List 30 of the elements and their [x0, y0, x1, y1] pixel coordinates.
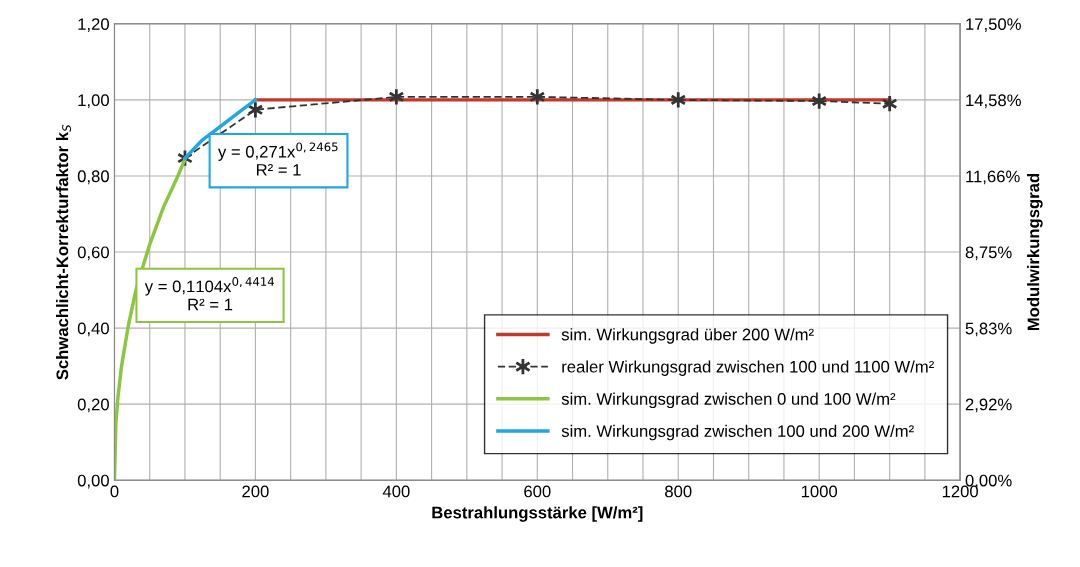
y2-tick-label: 5,83%	[965, 322, 1012, 337]
x-tick-label: 600	[524, 485, 551, 498]
y2-axis-title: Modulwirkungsgrad	[1027, 173, 1043, 331]
x-tick-label: 0	[110, 485, 119, 498]
y-tick-label: 0,00	[77, 474, 109, 489]
y-axis-title: Schwachlicht-Korrekturfaktor k$_{S}$	[56, 124, 71, 380]
point	[670, 90, 687, 109]
legend-label: sim. Wirkungsgrad über 200 W/m²	[561, 328, 814, 344]
x-tick-label: 400	[382, 485, 410, 498]
x-tick-label: 800	[665, 485, 692, 498]
y2-tick-label: 2,92%	[965, 398, 1012, 413]
y-tick-label: 0,60	[77, 246, 109, 261]
y-tick-label: 0,80	[77, 170, 109, 185]
y2-tick-label: 17,50%	[966, 18, 1021, 32]
x-tick-label: 1000	[801, 485, 838, 498]
annotation: y = 0,1104x$^{0,4414}$ R² = 1	[144, 277, 275, 311]
y2-tick-label: 11,66%	[966, 170, 1020, 185]
y-tick-label: 1,00	[78, 94, 109, 109]
x-tick-label: 200	[242, 485, 269, 498]
legend-label: sim. Wirkungsgrad zwischen 100 und 200 W/m²	[561, 424, 914, 441]
legend-label: realer Wirkungsgrad zwischen 100 und 1100 W/m²	[562, 360, 934, 376]
y-tick-label: 1,20	[78, 18, 109, 32]
x-axis-title: Bestrahlungsstärke [W/m²]	[432, 506, 643, 522]
y2-tick-label: 8,75%	[965, 246, 1012, 261]
legend-label: sim. Wirkungsgrad zwischen 0 und 100 W/m²	[561, 392, 896, 409]
y-tick-label: 0,40	[77, 322, 109, 337]
annotation: y = 0,271x$^{0,2465}$ R² = 1	[217, 142, 338, 176]
point	[811, 92, 828, 111]
y-tick-label: 0,20	[77, 398, 109, 413]
y2-tick-label: 14,58%	[966, 94, 1021, 109]
